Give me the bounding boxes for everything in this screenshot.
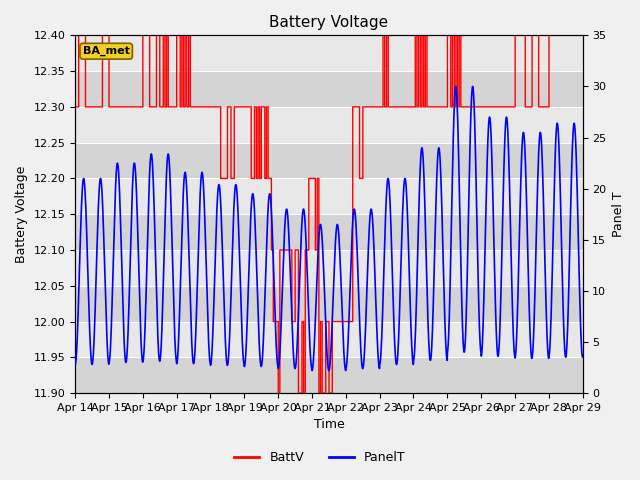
Text: BA_met: BA_met [83, 46, 130, 56]
Bar [75, 250, 582, 286]
Bar [75, 322, 582, 357]
Bar [75, 143, 582, 179]
Bar [75, 107, 582, 143]
Bar [75, 357, 582, 393]
Bar [75, 286, 582, 322]
Y-axis label: Battery Voltage: Battery Voltage [15, 166, 28, 263]
Bar [75, 179, 582, 214]
Bar [75, 36, 582, 71]
Y-axis label: Panel T: Panel T [612, 192, 625, 237]
Bar [75, 214, 582, 250]
X-axis label: Time: Time [314, 419, 344, 432]
Title: Battery Voltage: Battery Voltage [269, 15, 388, 30]
Bar [75, 71, 582, 107]
Legend: BattV, PanelT: BattV, PanelT [229, 446, 411, 469]
